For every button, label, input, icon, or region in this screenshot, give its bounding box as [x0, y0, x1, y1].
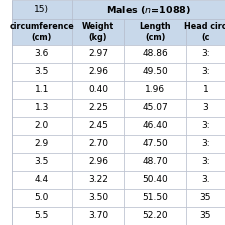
Text: 15): 15) [34, 5, 50, 14]
Text: 48.70: 48.70 [142, 158, 168, 166]
Text: 3.70: 3.70 [88, 212, 108, 220]
Bar [186, 189, 225, 207]
Text: 3: 3 [203, 104, 208, 112]
Text: 50.40: 50.40 [142, 176, 168, 184]
Bar [72, 63, 124, 81]
Bar [124, 135, 186, 153]
Bar [12, 153, 72, 171]
Bar [186, 117, 225, 135]
Text: 3:: 3: [201, 50, 210, 58]
Text: Males ($n$=1088): Males ($n$=1088) [106, 4, 191, 16]
Bar [124, 81, 186, 99]
Text: 45.07: 45.07 [142, 104, 168, 112]
Bar [186, 19, 225, 45]
Bar [124, 207, 186, 225]
Text: 3:: 3: [201, 68, 210, 76]
Bar [186, 171, 225, 189]
Bar [186, 45, 225, 63]
Text: 35: 35 [200, 194, 211, 202]
Bar [186, 81, 225, 99]
Text: 3.50: 3.50 [88, 194, 108, 202]
Text: 2.70: 2.70 [88, 140, 108, 148]
Bar [186, 63, 225, 81]
Bar [12, 63, 72, 81]
Bar [124, 171, 186, 189]
Text: 51.50: 51.50 [142, 194, 168, 202]
Text: 35: 35 [200, 212, 211, 220]
Bar [124, 153, 186, 171]
Text: 1.1: 1.1 [35, 86, 49, 94]
Text: 46.40: 46.40 [142, 122, 168, 130]
Text: 1.3: 1.3 [35, 104, 49, 112]
Text: 1: 1 [203, 86, 208, 94]
Text: 2.9: 2.9 [35, 140, 49, 148]
Text: 4.4: 4.4 [35, 176, 49, 184]
Text: Head circ
(c: Head circ (c [184, 22, 225, 42]
Bar [124, 189, 186, 207]
Text: Weight
(kg): Weight (kg) [82, 22, 114, 42]
Text: Length
(cm): Length (cm) [139, 22, 171, 42]
Text: 2.96: 2.96 [88, 68, 108, 76]
Text: 0.40: 0.40 [88, 86, 108, 94]
Text: 3.6: 3.6 [35, 50, 49, 58]
Text: 2.96: 2.96 [88, 158, 108, 166]
Bar [124, 45, 186, 63]
Text: 2.25: 2.25 [88, 104, 108, 112]
Bar [72, 171, 124, 189]
Bar [12, 19, 72, 45]
Text: 48.86: 48.86 [142, 50, 168, 58]
Bar [12, 45, 72, 63]
Text: 3.22: 3.22 [88, 176, 108, 184]
Bar [72, 117, 124, 135]
Bar [72, 153, 124, 171]
Bar [12, 135, 72, 153]
Bar [124, 63, 186, 81]
Text: 47.50: 47.50 [142, 140, 168, 148]
Text: 3:: 3: [201, 158, 210, 166]
Text: 2.97: 2.97 [88, 50, 108, 58]
Text: 52.20: 52.20 [142, 212, 168, 220]
Bar [124, 117, 186, 135]
Bar [72, 189, 124, 207]
Text: 5.0: 5.0 [35, 194, 49, 202]
Bar [12, 99, 72, 117]
Bar [72, 207, 124, 225]
Text: 3.5: 3.5 [35, 68, 49, 76]
Bar [12, 189, 72, 207]
Bar [12, 0, 72, 19]
Bar [72, 81, 124, 99]
Text: 2.45: 2.45 [88, 122, 108, 130]
Text: 3:: 3: [201, 140, 210, 148]
Bar [186, 153, 225, 171]
Bar [12, 171, 72, 189]
Text: 49.50: 49.50 [142, 68, 168, 76]
Text: 2.0: 2.0 [35, 122, 49, 130]
Text: 3.5: 3.5 [35, 158, 49, 166]
Text: circumference
(cm): circumference (cm) [10, 22, 74, 42]
Bar [72, 135, 124, 153]
Bar [12, 81, 72, 99]
Bar [12, 207, 72, 225]
Text: 5.5: 5.5 [35, 212, 49, 220]
Bar [72, 19, 124, 45]
Bar [72, 99, 124, 117]
Bar [186, 207, 225, 225]
Bar [124, 19, 186, 45]
Bar [124, 99, 186, 117]
Bar [186, 99, 225, 117]
Text: 3.: 3. [201, 176, 210, 184]
Bar [72, 0, 225, 19]
Text: 1.96: 1.96 [145, 86, 165, 94]
Bar [72, 45, 124, 63]
Bar [12, 117, 72, 135]
Text: 3:: 3: [201, 122, 210, 130]
Bar [186, 135, 225, 153]
